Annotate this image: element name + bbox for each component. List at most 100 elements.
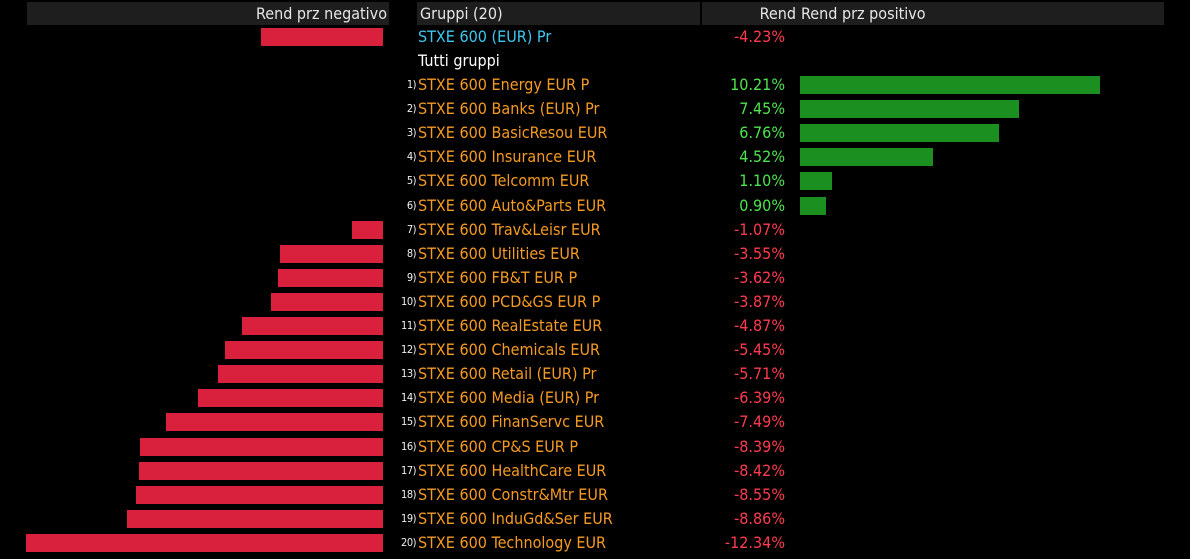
- group-name: STXE 600 Utilities EUR: [418, 244, 580, 263]
- group-row[interactable]: 10) STXE 600 PCD&GS EUR P -3.87%: [0, 290, 1190, 314]
- negative-bar: [140, 438, 383, 456]
- group-row[interactable]: 16) STXE 600 CP&S EUR P -8.39%: [0, 435, 1190, 459]
- group-name: STXE 600 FinanServc EUR: [418, 412, 605, 431]
- group-return: -7.49%: [734, 412, 785, 431]
- negative-bar: [166, 413, 383, 431]
- group-return: 10.21%: [730, 75, 785, 94]
- benchmark-row[interactable]: STXE 600 (EUR) Pr -4.23%: [0, 25, 1190, 49]
- group-row[interactable]: 2) STXE 600 Banks (EUR) Pr 7.45%: [0, 97, 1190, 121]
- rank-index: 5): [406, 174, 417, 187]
- group-return: -5.45%: [734, 340, 785, 359]
- group-row[interactable]: 15) STXE 600 FinanServc EUR -7.49%: [0, 410, 1190, 434]
- groups-header[interactable]: Gruppi (20): [417, 2, 700, 25]
- group-row[interactable]: 6) STXE 600 Auto&Parts EUR 0.90%: [0, 194, 1190, 218]
- group-name: STXE 600 Retail (EUR) Pr: [418, 364, 597, 383]
- benchmark-return: -4.23%: [734, 27, 785, 46]
- rank-index: 7): [406, 223, 417, 236]
- group-row[interactable]: 11) STXE 600 RealEstate EUR -4.87%: [0, 314, 1190, 338]
- group-row[interactable]: 17) STXE 600 HealthCare EUR -8.42%: [0, 459, 1190, 483]
- group-return: 4.52%: [739, 147, 785, 166]
- negative-return-header-label: Rend prz negativo: [255, 4, 387, 23]
- rank-index: 4): [406, 150, 417, 163]
- group-return: -4.87%: [734, 316, 785, 335]
- rank-index: 20): [401, 536, 416, 549]
- group-row[interactable]: 12) STXE 600 Chemicals EUR -5.45%: [0, 338, 1190, 362]
- group-return: -3.87%: [734, 292, 785, 311]
- negative-bar: [139, 462, 383, 480]
- positive-bar: [800, 172, 833, 190]
- negative-return-header[interactable]: Rend prz negativo: [27, 2, 389, 25]
- rank-index: 9): [406, 271, 417, 284]
- group-row[interactable]: 1) STXE 600 Energy EUR P 10.21%: [0, 73, 1190, 97]
- negative-bar: [278, 269, 383, 287]
- group-return: -8.86%: [734, 509, 785, 528]
- negative-bar: [198, 389, 383, 407]
- group-return: -8.39%: [734, 437, 785, 456]
- negative-bar: [242, 317, 383, 335]
- group-return: 7.45%: [739, 99, 785, 118]
- positive-bar: [800, 100, 1019, 118]
- positive-return-header-label: Rend prz positivo: [801, 4, 926, 23]
- negative-bar: [135, 486, 383, 504]
- rank-index: 11): [401, 319, 416, 332]
- group-row[interactable]: 8) STXE 600 Utilities EUR -3.55%: [0, 242, 1190, 266]
- rank-index: 13): [401, 367, 416, 380]
- group-return: -6.39%: [734, 388, 785, 407]
- group-row[interactable]: 9) STXE 600 FB&T EUR P -3.62%: [0, 266, 1190, 290]
- group-name: STXE 600 BasicResou EUR: [418, 123, 608, 142]
- rank-index: 10): [401, 295, 416, 308]
- group-return: -12.34%: [724, 533, 785, 552]
- group-name: STXE 600 Trav&Leisr EUR: [418, 220, 601, 239]
- return-header-label: Rend: [759, 4, 796, 23]
- positive-return-header[interactable]: Rend Rend prz positivo: [702, 2, 1164, 25]
- benchmark-negative-bar: [260, 28, 383, 46]
- group-row[interactable]: 3) STXE 600 BasicResou EUR 6.76%: [0, 121, 1190, 145]
- group-return: -3.62%: [734, 268, 785, 287]
- rank-index: 15): [401, 415, 416, 428]
- group-name: STXE 600 Telcomm EUR: [418, 171, 590, 190]
- group-name: STXE 600 PCD&GS EUR P: [418, 292, 601, 311]
- negative-bar: [280, 245, 383, 263]
- group-row[interactable]: 13) STXE 600 Retail (EUR) Pr -5.71%: [0, 362, 1190, 386]
- group-name: STXE 600 Insurance EUR: [418, 147, 597, 166]
- group-return: 6.76%: [739, 123, 785, 142]
- benchmark-name: STXE 600 (EUR) Pr: [418, 27, 552, 46]
- group-row[interactable]: 19) STXE 600 InduGd&Ser EUR -8.86%: [0, 507, 1190, 531]
- negative-bar: [26, 534, 383, 552]
- group-name: STXE 600 Technology EUR: [418, 533, 607, 552]
- rank-index: 2): [406, 102, 417, 115]
- rank-index: 6): [406, 199, 417, 212]
- group-row[interactable]: 7) STXE 600 Trav&Leisr EUR -1.07%: [0, 218, 1190, 242]
- group-name: STXE 600 Media (EUR) Pr: [418, 388, 600, 407]
- group-row[interactable]: 5) STXE 600 Telcomm EUR 1.10%: [0, 169, 1190, 193]
- groups-header-label: Gruppi (20): [420, 4, 503, 23]
- rank-index: 8): [406, 247, 417, 260]
- group-name: STXE 600 Chemicals EUR: [418, 340, 600, 359]
- negative-bar: [352, 221, 383, 239]
- positive-bar: [800, 76, 1100, 94]
- section-label: Tutti gruppi: [418, 51, 500, 70]
- rank-index: 14): [401, 391, 416, 404]
- group-name: STXE 600 Constr&Mtr EUR: [418, 485, 608, 504]
- group-row[interactable]: 18) STXE 600 Constr&Mtr EUR -8.55%: [0, 483, 1190, 507]
- group-name: STXE 600 Banks (EUR) Pr: [418, 99, 600, 118]
- group-return: -1.07%: [734, 220, 785, 239]
- group-row[interactable]: 4) STXE 600 Insurance EUR 4.52%: [0, 145, 1190, 169]
- group-name: STXE 600 FB&T EUR P: [418, 268, 578, 287]
- group-name: STXE 600 Energy EUR P: [418, 75, 590, 94]
- group-name: STXE 600 InduGd&Ser EUR: [418, 509, 613, 528]
- negative-bar: [217, 365, 383, 383]
- negative-bar: [225, 341, 383, 359]
- section-row: Tutti gruppi: [0, 49, 1190, 73]
- group-row[interactable]: 20) STXE 600 Technology EUR -12.34%: [0, 531, 1190, 555]
- group-return: 0.90%: [739, 196, 785, 215]
- rank-index: 1): [406, 78, 417, 91]
- group-row[interactable]: 14) STXE 600 Media (EUR) Pr -6.39%: [0, 386, 1190, 410]
- positive-bar: [800, 197, 827, 215]
- group-return: 1.10%: [739, 171, 785, 190]
- group-return: -5.71%: [734, 364, 785, 383]
- group-name: STXE 600 CP&S EUR P: [418, 437, 579, 456]
- rank-index: 18): [401, 488, 416, 501]
- positive-bar: [800, 124, 999, 142]
